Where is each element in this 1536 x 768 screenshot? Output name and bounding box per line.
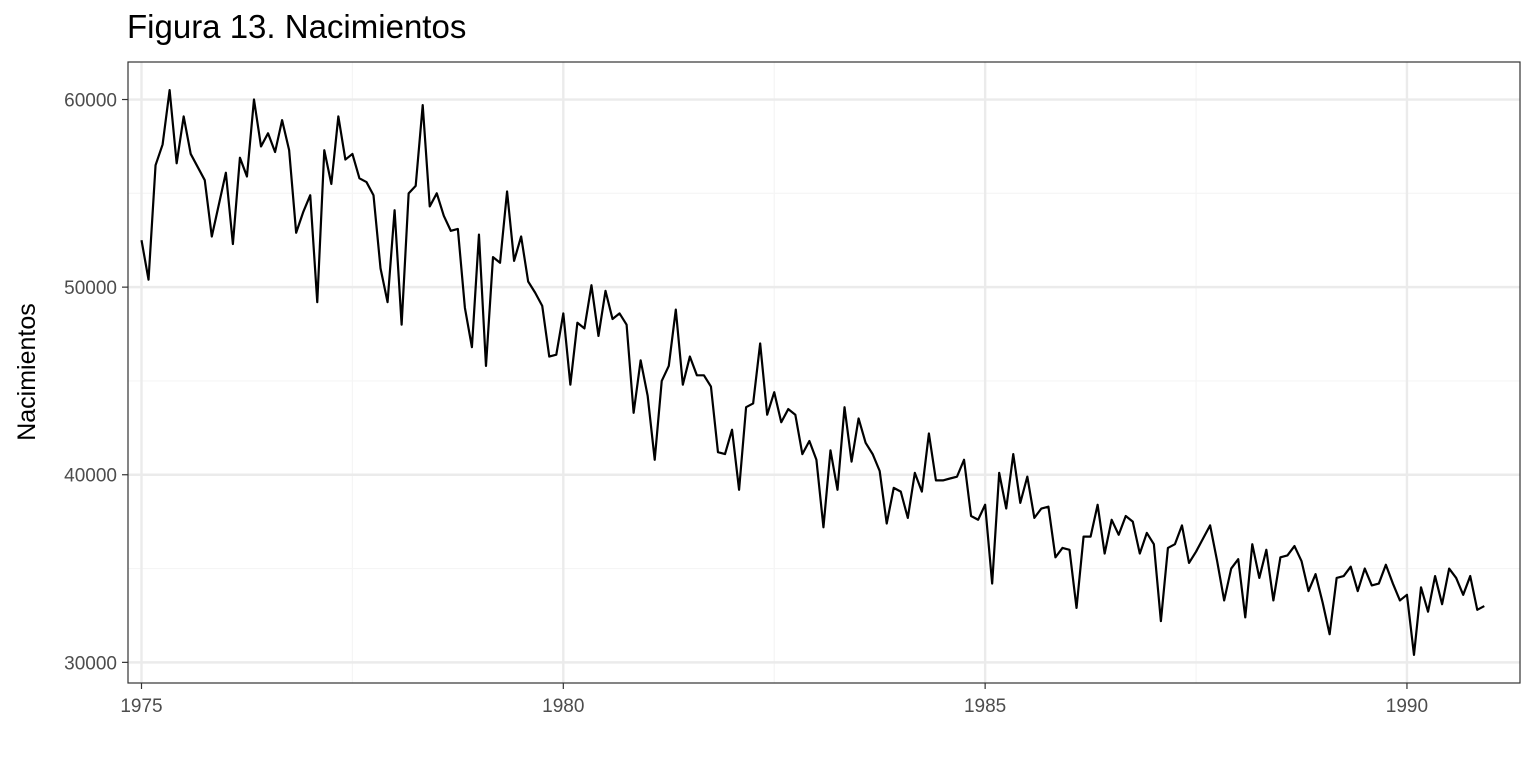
y-tick-label: 50000 bbox=[64, 278, 117, 299]
plot-border bbox=[127, 61, 1521, 684]
y-tick-label: 60000 bbox=[64, 91, 117, 112]
chart-title: Figura 13. Nacimientos bbox=[127, 8, 467, 45]
y-axis-title: Nacimientos bbox=[13, 303, 41, 441]
y-tick-label: 30000 bbox=[64, 653, 117, 674]
y-tick-label: 40000 bbox=[64, 466, 117, 487]
major-gridlines bbox=[128, 62, 1520, 683]
x-tick-label: 1985 bbox=[964, 696, 1006, 717]
y-axis: 30000 40000 50000 60000 bbox=[64, 91, 128, 674]
series-line-nacimientos bbox=[140, 89, 1485, 656]
x-tick-label: 1975 bbox=[120, 696, 162, 717]
x-tick-label: 1980 bbox=[542, 696, 584, 717]
x-axis: 1975 1980 1985 1990 bbox=[120, 683, 1428, 717]
x-tick-label: 1990 bbox=[1386, 696, 1428, 717]
plot-panel bbox=[128, 62, 1520, 683]
minor-gridlines bbox=[128, 62, 1520, 683]
